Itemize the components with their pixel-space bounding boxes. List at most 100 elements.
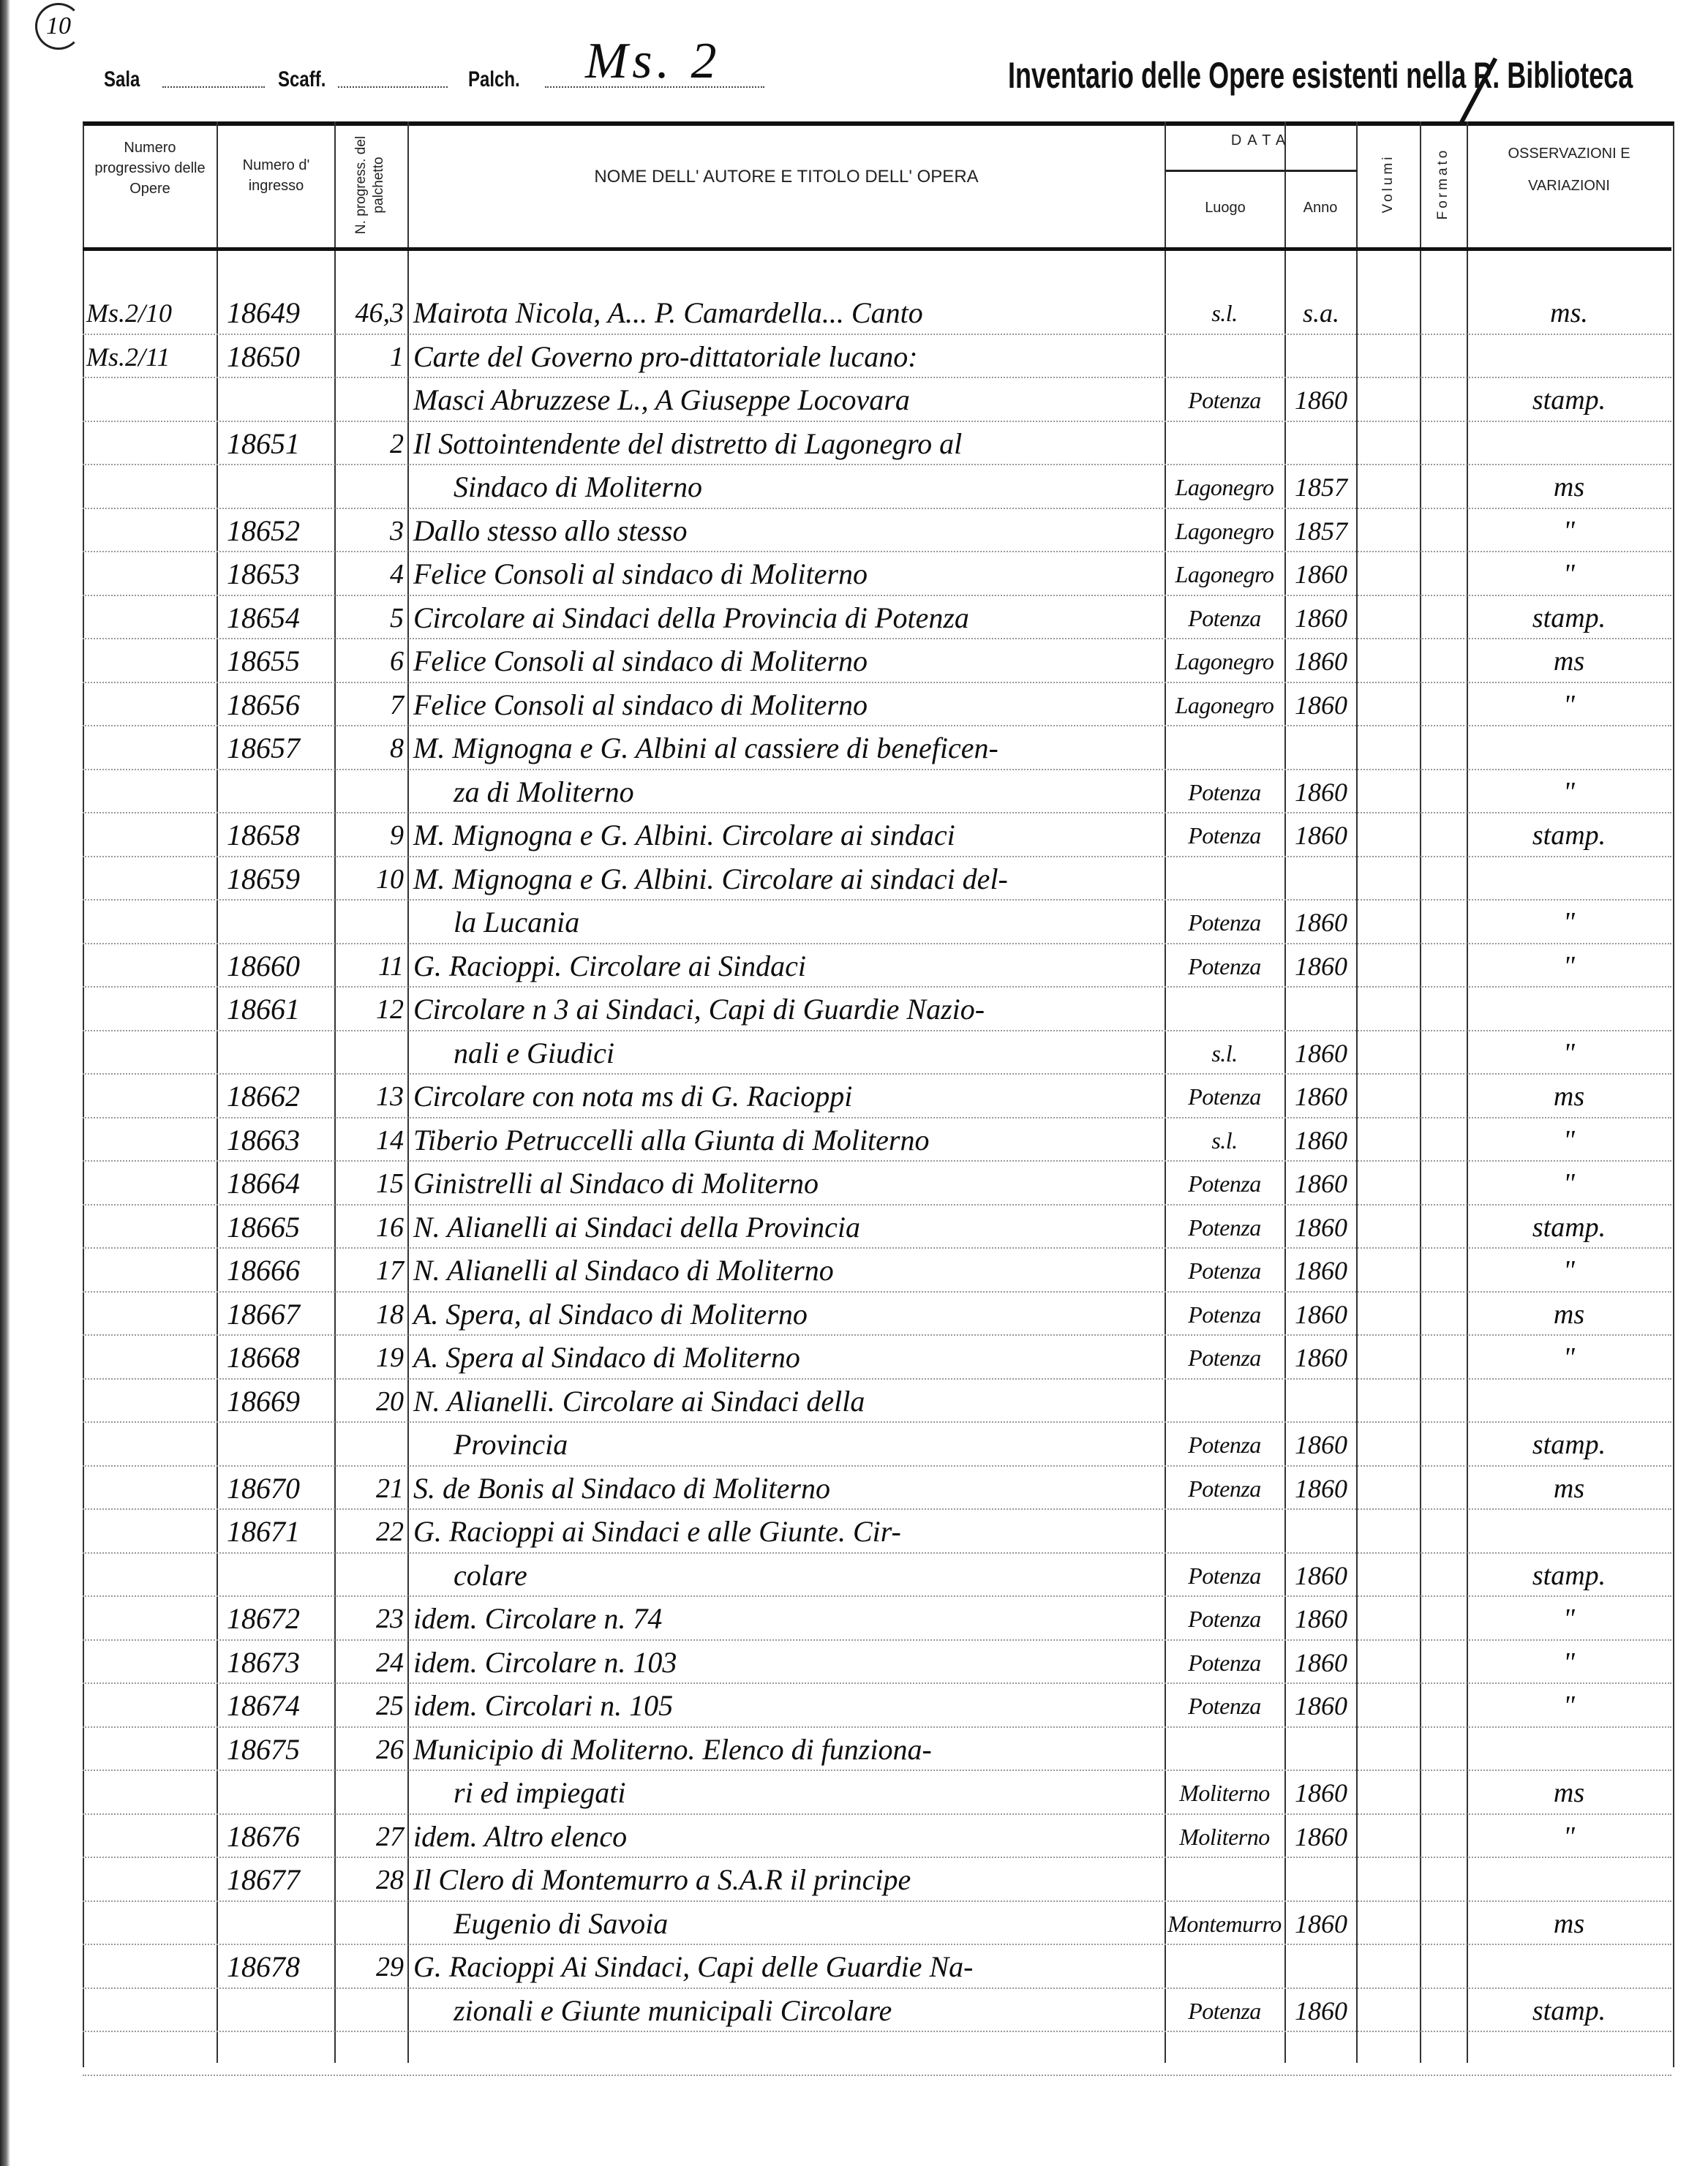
osservazioni-cell: ms [1553, 1298, 1585, 1330]
ruled-line [83, 1421, 1671, 1423]
luogo-cell: Potenza [1188, 1214, 1261, 1241]
osservazioni-cell: " [1563, 1168, 1575, 1199]
luogo-cell: Potenza [1188, 1649, 1261, 1676]
column-divider [1165, 121, 1166, 2063]
luogo-cell: Moliterno [1179, 1780, 1270, 1806]
ruled-line [83, 725, 1671, 726]
ingresso-cell: 18669 [227, 1384, 300, 1418]
luogo-cell: Potenza [1188, 822, 1261, 849]
luogo-cell: s.l. [1211, 1039, 1238, 1067]
anno-cell: 1860 [1295, 1212, 1347, 1242]
progress-cell: 13 [376, 1081, 404, 1112]
progress-cell: 12 [376, 994, 404, 1025]
author-title-cell: N. Alianelli. Circolare ai Sindaci della [413, 1384, 865, 1418]
luogo-cell: Potenza [1188, 1257, 1261, 1284]
ingresso-cell: 18672 [227, 1602, 300, 1635]
inventory-table [83, 121, 1674, 2067]
osservazioni-cell: stamp. [1532, 820, 1606, 851]
progress-cell: 24 [376, 1647, 404, 1678]
anno-cell: 1860 [1295, 1299, 1347, 1329]
osservazioni-cell: " [1563, 559, 1575, 590]
luogo-cell: Potenza [1188, 1170, 1261, 1197]
ingresso-cell: 18658 [227, 819, 300, 851]
luogo-cell: Potenza [1188, 1345, 1261, 1371]
ingresso-cell: 18659 [227, 862, 300, 895]
ruled-line [83, 1639, 1671, 1641]
anno-cell: 1860 [1295, 1473, 1347, 1503]
anno-cell: 1860 [1295, 1691, 1347, 1721]
author-title-cell: Sindaco di Moliterno [454, 470, 702, 503]
scaff-field [338, 86, 448, 88]
luogo-cell: Lagonegro [1175, 474, 1274, 500]
osservazioni-cell: stamp. [1532, 1429, 1606, 1460]
osservazioni-cell: ms [1553, 1778, 1585, 1808]
osservazioni-cell: ms [1553, 646, 1585, 677]
column-divider [1467, 121, 1468, 2063]
luogo-cell: Potenza [1188, 1693, 1261, 1719]
col-n-progress-palchetto: N. progress. del palchetto [353, 135, 386, 235]
ruled-line [83, 1508, 1671, 1510]
luogo-cell: Lagonegro [1175, 561, 1274, 587]
ruled-line [83, 1247, 1671, 1249]
ruled-line [83, 507, 1671, 509]
ingresso-cell: 18651 [227, 426, 300, 460]
author-title-cell: ri ed impiegati [454, 1776, 626, 1809]
luogo-cell: Moliterno [1179, 1823, 1270, 1850]
anno-cell: 1860 [1295, 1169, 1347, 1198]
ruled-line [83, 1377, 1671, 1380]
osservazioni-cell: stamp. [1532, 602, 1606, 633]
shelfmark-cell: Ms.2/10 [86, 298, 172, 328]
palch-field [545, 86, 764, 88]
progress-cell: 23 [376, 1603, 404, 1634]
ruled-line [83, 942, 1671, 944]
ruled-line [83, 2031, 1671, 2032]
anno-cell: 1860 [1295, 1082, 1347, 1111]
anno-cell: 1860 [1295, 821, 1347, 850]
osservazioni-cell: " [1563, 1603, 1575, 1634]
column-divider [1420, 121, 1421, 2063]
ruled-line [83, 551, 1671, 552]
osservazioni-cell: " [1563, 1037, 1575, 1069]
progress-cell: 11 [377, 950, 404, 982]
author-title-cell: Eugenio di Savoia [454, 1906, 669, 1940]
ingresso-cell: 18678 [227, 1950, 300, 1983]
scaff-label: Scaff. [278, 67, 326, 91]
ruled-line [83, 681, 1671, 683]
osservazioni-cell: stamp. [1532, 1995, 1606, 2026]
progress-cell: 4 [390, 559, 404, 590]
anno-cell: 1860 [1295, 1125, 1347, 1155]
author-title-cell: M. Mignogna e G. Albini. Circolare ai si… [413, 819, 955, 851]
anno-cell: 1860 [1295, 560, 1347, 589]
author-title-cell: G. Racioppi Ai Sindaci, Capi delle Guard… [413, 1950, 974, 1983]
luogo-cell: Potenza [1188, 1475, 1261, 1502]
luogo-cell: Potenza [1188, 1432, 1261, 1458]
progress-cell: 2 [390, 428, 404, 459]
ruled-line [83, 1073, 1671, 1075]
ruled-line [83, 899, 1671, 900]
palch-label: Palch. [468, 67, 520, 91]
column-divider [1284, 121, 1286, 2063]
ruled-line [83, 1334, 1671, 1336]
author-title-cell: idem. Circolare n. 103 [413, 1645, 677, 1679]
ruled-line [83, 464, 1671, 465]
author-title-cell: N. Alianelli al Sindaco di Moliterno [413, 1254, 834, 1287]
ingresso-cell: 18661 [227, 993, 300, 1026]
progress-cell: 18 [376, 1298, 404, 1330]
author-title-cell: idem. Circolare n. 74 [413, 1602, 663, 1635]
progress-cell: 26 [376, 1734, 404, 1765]
anno-cell: 1860 [1295, 1038, 1347, 1068]
progress-cell: 14 [376, 1124, 404, 1156]
progress-cell: 20 [376, 1385, 404, 1417]
luogo-cell: Potenza [1188, 909, 1261, 936]
progress-cell: 19 [376, 1342, 404, 1373]
ingresso-cell: 18675 [227, 1732, 300, 1766]
ingresso-cell: 18655 [227, 644, 300, 677]
author-title-cell: S. de Bonis al Sindaco di Moliterno [413, 1471, 830, 1505]
ruled-line [83, 1290, 1671, 1293]
author-title-cell: N. Alianelli ai Sindaci della Provincia [413, 1210, 861, 1244]
column-divider [407, 121, 409, 2063]
author-title-cell: Mairota Nicola, A... P. Camardella... Ca… [413, 296, 923, 329]
shelfmark: Ms. 2 [585, 33, 721, 89]
progress-cell: 6 [390, 646, 404, 677]
ruled-line [83, 768, 1671, 770]
